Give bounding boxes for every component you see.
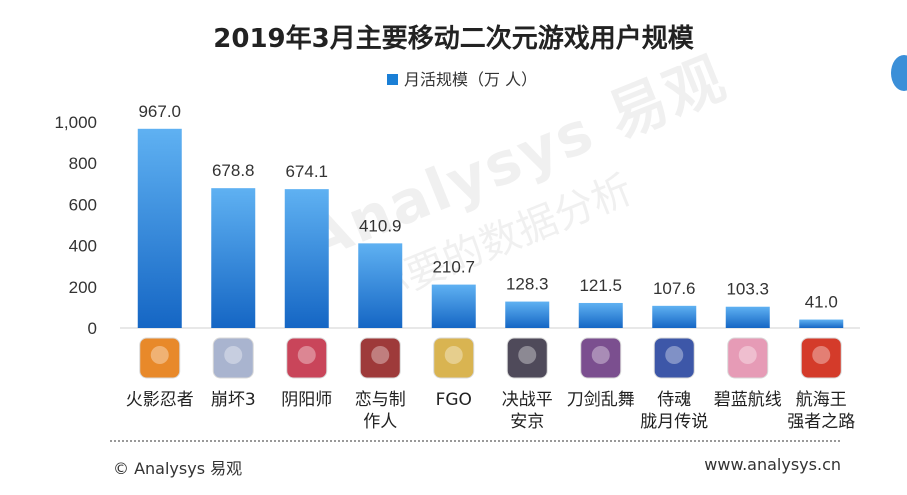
bar-chart: 月活规模（万 人） 0 200 400 600 800 1,000 967.0 火影忍者 678.… <box>54 70 860 432</box>
x-tick-label: 阴阳师 <box>281 390 332 410</box>
data-label: 41.0 <box>805 293 838 312</box>
love-producer-icon <box>359 337 401 379</box>
y-tick-label: 1,000 <box>54 113 97 132</box>
x-tick-label: 强者之路 <box>787 412 855 432</box>
x-tick-label: 恋与制 <box>355 389 406 410</box>
x-tick-label: 崩坏3 <box>211 390 256 410</box>
bar <box>725 306 770 328</box>
bar <box>431 284 476 328</box>
x-tick-label: 航海王 <box>796 390 847 410</box>
chart-title: 2019年3月主要移动二次元游戏用户规模 <box>213 24 694 54</box>
bar <box>578 302 623 328</box>
legend-swatch <box>387 74 398 85</box>
azur-lane-icon-face <box>738 346 757 364</box>
touken-ranbu-icon-face <box>591 346 610 364</box>
y-tick-label: 800 <box>69 154 97 173</box>
samurai-spirits-icon <box>653 337 695 379</box>
y-tick-label: 200 <box>69 278 97 297</box>
x-tick-label: 胧月传说 <box>640 412 708 432</box>
naruto-icon <box>139 337 181 379</box>
data-label: 103.3 <box>726 280 769 299</box>
azur-lane-icon <box>727 337 769 379</box>
naruto-icon-face <box>150 346 169 364</box>
data-label: 678.8 <box>212 161 255 180</box>
data-label: 967.0 <box>138 102 181 121</box>
website-url: www.analysys.cn <box>704 455 841 474</box>
x-tick-label: 碧蓝航线 <box>714 390 782 410</box>
x-tick-label: FGO <box>436 390 472 410</box>
data-label: 107.6 <box>653 279 696 298</box>
copyright-text: © Analysys 易观 <box>113 459 243 478</box>
data-label: 121.5 <box>579 276 622 295</box>
bar <box>505 301 550 328</box>
onmyoji-icon <box>286 337 328 379</box>
y-tick-label: 0 <box>88 319 97 338</box>
touken-ranbu-icon <box>580 337 622 379</box>
bar <box>284 189 329 328</box>
legend-label: 月活规模（万 人） <box>404 70 537 89</box>
footer-divider <box>110 440 840 442</box>
data-label: 410.9 <box>359 216 402 235</box>
bar <box>652 305 697 328</box>
love-producer-icon-face <box>371 346 390 364</box>
x-tick-label: 决战平 <box>502 390 553 410</box>
bar <box>358 243 403 328</box>
bar <box>137 128 182 328</box>
data-label: 128.3 <box>506 275 549 294</box>
heian-kyo-icon <box>506 337 548 379</box>
data-label: 210.7 <box>432 258 475 277</box>
x-tick-label: 安京 <box>510 412 544 432</box>
heian-kyo-icon-face <box>518 346 537 364</box>
edge-logo-icon <box>891 55 907 91</box>
x-tick-label: 作人 <box>363 412 397 432</box>
x-tick-label: 侍魂 <box>657 390 691 410</box>
data-label: 674.1 <box>285 162 328 181</box>
fgo-icon <box>433 337 475 379</box>
fgo-icon-face <box>444 346 463 364</box>
one-piece-icon-face <box>812 346 831 364</box>
one-piece-icon <box>800 337 842 379</box>
bar <box>799 319 844 328</box>
honkai3-icon <box>212 337 254 379</box>
honkai3-icon-face <box>224 346 243 364</box>
y-tick-label: 400 <box>69 237 97 256</box>
x-tick-label: 刀剑乱舞 <box>567 390 635 410</box>
y-tick-label: 600 <box>69 195 97 214</box>
x-tick-label: 火影忍者 <box>126 390 194 410</box>
samurai-spirits-icon-face <box>665 346 684 364</box>
bar <box>211 188 256 328</box>
onmyoji-icon-face <box>297 346 316 364</box>
